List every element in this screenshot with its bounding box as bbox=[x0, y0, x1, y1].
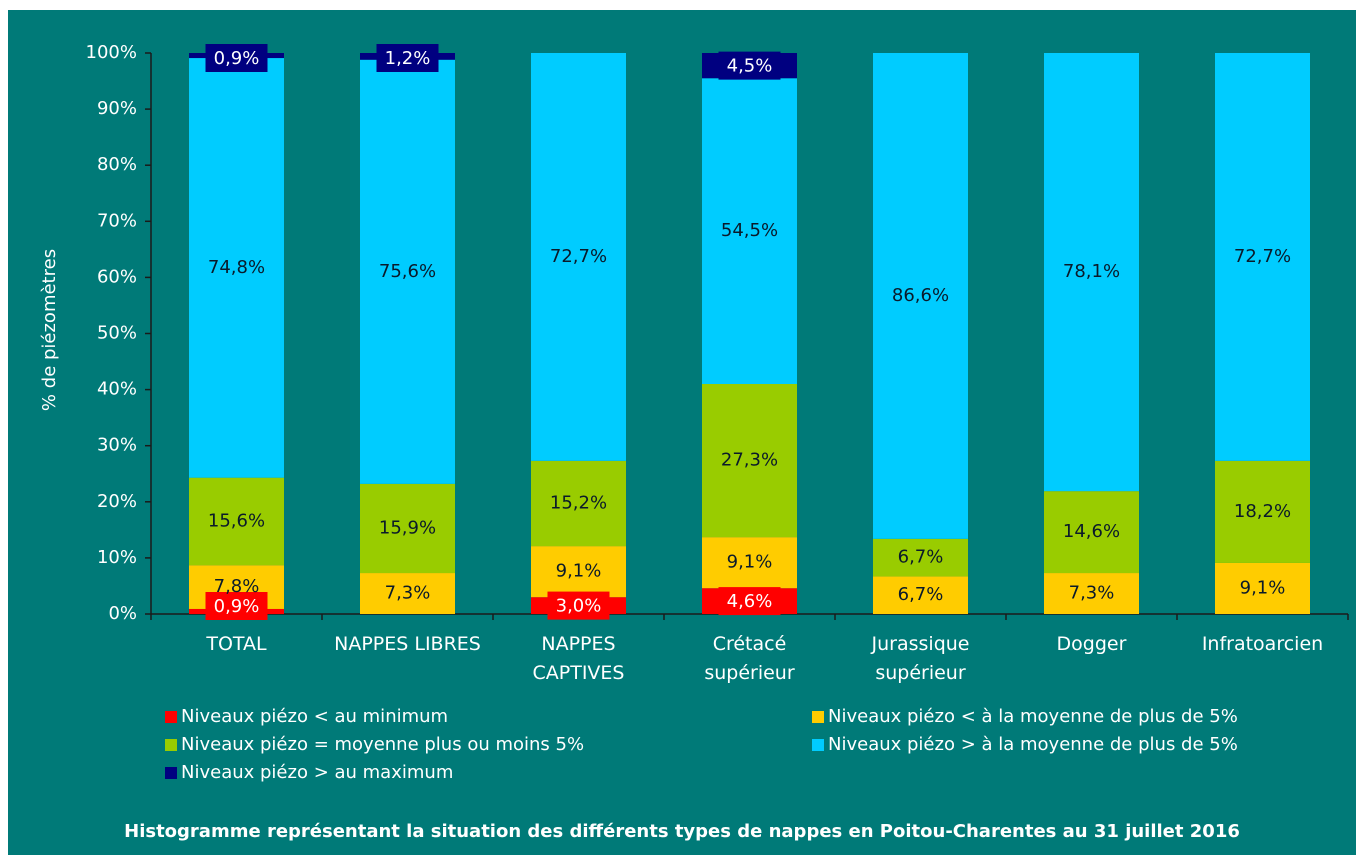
data-label-box bbox=[547, 591, 610, 620]
bar-segment bbox=[360, 59, 455, 484]
bar-segment bbox=[1215, 562, 1310, 614]
bar-segment bbox=[531, 460, 626, 547]
y-tick-label: 20% bbox=[97, 491, 137, 512]
legend-swatch bbox=[165, 767, 177, 779]
bar-segment bbox=[873, 53, 968, 539]
y-tick-label: 100% bbox=[86, 42, 137, 63]
data-label-box bbox=[376, 44, 439, 72]
data-label: 27,3% bbox=[721, 450, 778, 471]
y-tick-label: 70% bbox=[97, 210, 137, 231]
data-label: 4,5% bbox=[727, 56, 773, 77]
x-tick-label: Infratoarcien bbox=[1202, 633, 1323, 655]
data-label: 7,3% bbox=[385, 583, 431, 604]
bar-segment bbox=[531, 546, 626, 598]
data-label: 78,1% bbox=[1063, 261, 1120, 282]
data-label: 4,6% bbox=[727, 591, 773, 612]
data-label: 86,6% bbox=[892, 285, 949, 306]
data-label: 9,1% bbox=[727, 552, 773, 573]
bar-segment bbox=[1044, 573, 1139, 614]
chart-title: Histogramme représentant la situation de… bbox=[124, 821, 1240, 842]
data-label: 54,5% bbox=[721, 220, 778, 241]
data-label: 15,2% bbox=[550, 492, 607, 513]
y-tick-label: 30% bbox=[97, 435, 137, 456]
data-label-box bbox=[718, 587, 781, 616]
data-label: 7,3% bbox=[1069, 583, 1115, 604]
y-tick-label: 40% bbox=[97, 379, 137, 400]
data-label-box bbox=[205, 44, 268, 72]
data-label: 6,7% bbox=[898, 547, 944, 568]
bar-segment bbox=[189, 477, 284, 566]
bar-segment bbox=[702, 383, 797, 538]
legend-swatch bbox=[165, 711, 177, 723]
y-tick-label: 90% bbox=[97, 98, 137, 119]
y-axis-label: % de piézomètres bbox=[39, 249, 60, 411]
y-tick-label: 0% bbox=[108, 603, 137, 624]
bar-segment bbox=[1044, 53, 1139, 492]
data-label: 9,1% bbox=[1240, 577, 1286, 598]
x-tick-label: Jurassique supérieur bbox=[871, 633, 970, 684]
data-label: 3,0% bbox=[556, 596, 602, 617]
data-label: 15,6% bbox=[208, 510, 265, 531]
bar-segment bbox=[189, 58, 284, 478]
data-label: 72,7% bbox=[550, 246, 607, 267]
bar-segment bbox=[1044, 491, 1139, 574]
x-tick-label: Dogger bbox=[1057, 633, 1127, 655]
data-label: 75,6% bbox=[379, 261, 436, 282]
y-tick-label: 50% bbox=[97, 323, 137, 344]
data-label: 74,8% bbox=[208, 257, 265, 278]
legend-swatch bbox=[165, 739, 177, 751]
x-tick-label: NAPPES CAPTIVES bbox=[533, 633, 625, 684]
y-tick-label: 60% bbox=[97, 266, 137, 287]
bar-segment bbox=[1215, 460, 1310, 563]
bar-segment bbox=[360, 573, 455, 614]
data-label: 15,9% bbox=[379, 517, 436, 538]
legend-label: Niveaux piézo > à la moyenne de plus de … bbox=[828, 734, 1238, 755]
x-tick-label: Crétacé supérieur bbox=[704, 633, 795, 684]
data-label: 14,6% bbox=[1063, 521, 1120, 542]
data-label: 0,9% bbox=[214, 48, 260, 69]
bar-segment bbox=[873, 538, 968, 577]
x-tick-label: NAPPES LIBRES bbox=[334, 633, 481, 655]
legend-label: Niveaux piézo < à la moyenne de plus de … bbox=[828, 706, 1238, 727]
data-label-box bbox=[718, 51, 781, 80]
legend-swatch bbox=[812, 711, 824, 723]
data-label: 6,7% bbox=[898, 584, 944, 605]
data-label: 7,8% bbox=[214, 576, 260, 597]
bar-segment bbox=[702, 78, 797, 384]
x-tick-label: TOTAL bbox=[205, 633, 267, 655]
legend-label: Niveaux piézo < au minimum bbox=[181, 706, 448, 727]
data-label: 72,7% bbox=[1234, 246, 1291, 267]
legend-swatch bbox=[812, 739, 824, 751]
data-label-box bbox=[205, 592, 268, 620]
bar-segment bbox=[873, 576, 968, 614]
data-label: 18,2% bbox=[1234, 501, 1291, 522]
bar-segment bbox=[1215, 53, 1310, 461]
y-tick-label: 80% bbox=[97, 154, 137, 175]
data-label: 9,1% bbox=[556, 561, 602, 582]
y-tick-label: 10% bbox=[97, 547, 137, 568]
bar-segment bbox=[531, 53, 626, 461]
bar-segment bbox=[360, 483, 455, 574]
legend-label: Niveaux piézo = moyenne plus ou moins 5% bbox=[181, 734, 584, 755]
legend-label: Niveaux piézo > au maximum bbox=[181, 762, 453, 783]
data-label: 0,9% bbox=[214, 596, 260, 617]
bar-segment bbox=[702, 537, 797, 589]
data-label: 1,2% bbox=[385, 48, 431, 69]
